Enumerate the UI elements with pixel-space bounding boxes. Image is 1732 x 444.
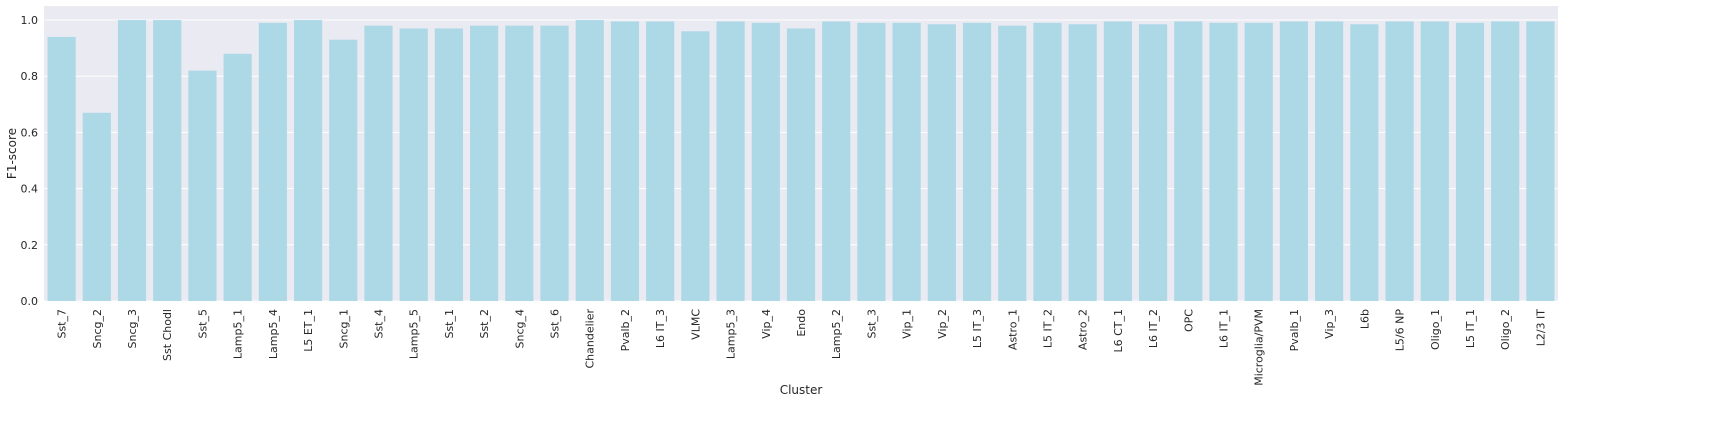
- x-tick-label: L2/3 IT: [1534, 309, 1547, 347]
- y-axis-title: F1-score: [5, 128, 19, 179]
- y-tick-label: 0.2: [21, 239, 39, 252]
- bar: [857, 22, 886, 301]
- bar: [610, 21, 640, 301]
- bar: [1420, 21, 1449, 301]
- x-tick-label: Sncg_2: [91, 309, 104, 348]
- bar: [82, 112, 111, 301]
- y-axis-ticks: 0.0 0.2 0.4 0.6 0.8 1.0: [21, 14, 39, 308]
- x-tick-label: L5 IT_1: [1464, 309, 1477, 348]
- x-tick-label: Sst_6: [549, 309, 562, 339]
- bar: [505, 25, 534, 302]
- bar: [998, 25, 1027, 302]
- x-tick-label: Sncg_3: [126, 309, 139, 348]
- bar: [1315, 21, 1344, 301]
- bar: [117, 20, 147, 302]
- x-tick-label: Sst_5: [196, 309, 209, 339]
- y-tick-label: 0.4: [21, 183, 39, 196]
- bar: [1350, 24, 1379, 302]
- y-tick-label: 0.0: [21, 295, 39, 308]
- bar: [751, 22, 780, 301]
- x-tick-label: Pvalb_2: [619, 309, 632, 351]
- bar: [364, 25, 393, 302]
- x-tick-label: Lamp5_5: [408, 309, 421, 359]
- bar: [434, 28, 463, 301]
- x-tick-label: L6 IT_1: [1218, 309, 1231, 348]
- x-tick-label: Pvalb_1: [1288, 309, 1301, 351]
- bar: [892, 22, 921, 301]
- x-tick-label: L5 IT_3: [971, 309, 984, 348]
- x-tick-label: Astro_2: [1077, 309, 1090, 350]
- bar: [1491, 21, 1520, 301]
- y-tick-label: 0.6: [21, 126, 39, 139]
- bar: [258, 22, 287, 301]
- x-tick-label: Microglia/PVM: [1253, 309, 1266, 386]
- bar: [681, 31, 710, 302]
- x-axis-title: Cluster: [780, 383, 823, 397]
- x-tick-label: L5/6 NP: [1394, 309, 1407, 352]
- bar: [1385, 21, 1414, 301]
- x-tick-label: Sst_7: [56, 309, 69, 339]
- bar: [1209, 22, 1238, 301]
- bar: [575, 20, 604, 302]
- x-tick-label: Sst_2: [478, 309, 491, 339]
- x-tick-label: Sncg_1: [337, 309, 350, 348]
- bar: [1033, 22, 1062, 301]
- x-tick-label: Vip_1: [901, 309, 914, 339]
- x-tick-label: Lamp5_1: [232, 309, 245, 359]
- bar: [786, 28, 816, 301]
- bar: [822, 21, 851, 301]
- x-tick-label: Vip_4: [760, 309, 773, 339]
- x-tick-label: Vip_2: [936, 309, 949, 339]
- x-tick-label: Endo: [795, 309, 808, 337]
- x-tick-label: Lamp5_3: [725, 309, 738, 359]
- bar: [188, 70, 217, 301]
- x-tick-label: L5 IT_2: [1041, 309, 1054, 348]
- x-tick-label: Chandelier: [584, 309, 597, 369]
- bar: [153, 20, 182, 302]
- x-tick-label: L6 IT_3: [654, 309, 667, 348]
- x-tick-label: Sst_4: [372, 309, 385, 339]
- x-tick-label: Sst_1: [443, 309, 456, 339]
- bar: [329, 39, 358, 301]
- x-axis-ticks: Sst_7 Sncg_2 Sncg_3 Sst Chodl Sst_5 Lamp5_1 La…: [56, 309, 1548, 386]
- bar: [1244, 22, 1273, 301]
- bars: [47, 20, 1555, 302]
- x-tick-label: Sncg_4: [513, 309, 526, 348]
- bar: [1103, 21, 1132, 301]
- x-tick-label: L5 ET_1: [302, 309, 315, 352]
- x-tick-label: Vip_3: [1323, 309, 1336, 339]
- bar: [399, 28, 428, 301]
- y-tick-label: 1.0: [21, 14, 39, 27]
- x-tick-label: Oligo_2: [1499, 309, 1512, 350]
- bar: [716, 21, 745, 301]
- bar: [962, 22, 992, 301]
- bar: [646, 21, 675, 301]
- bar: [1174, 21, 1203, 301]
- x-tick-label: Oligo_1: [1429, 309, 1442, 350]
- bar: [223, 53, 252, 302]
- x-tick-label: Lamp5_4: [267, 309, 280, 359]
- bar: [540, 25, 569, 302]
- x-tick-label: Lamp5_2: [830, 309, 843, 359]
- bar: [1068, 24, 1097, 302]
- bar: [1279, 21, 1309, 301]
- x-tick-label: L6 CT_1: [1112, 309, 1125, 353]
- x-tick-label: L6 IT_2: [1147, 309, 1160, 348]
- x-tick-label: Sst Chodl: [161, 309, 174, 361]
- x-tick-label: Astro_1: [1006, 309, 1019, 350]
- x-tick-label: OPC: [1182, 309, 1195, 332]
- bar: [293, 20, 323, 302]
- bar: [1526, 21, 1555, 301]
- x-tick-label: Sst_3: [865, 309, 878, 339]
- x-tick-label: L6b: [1358, 309, 1371, 329]
- bar: [470, 25, 499, 302]
- bar: [1139, 24, 1168, 302]
- y-tick-label: 0.8: [21, 70, 39, 83]
- x-tick-label: VLMC: [689, 309, 702, 340]
- bar: [47, 36, 76, 302]
- bar: [1455, 22, 1485, 301]
- bar: [927, 24, 956, 302]
